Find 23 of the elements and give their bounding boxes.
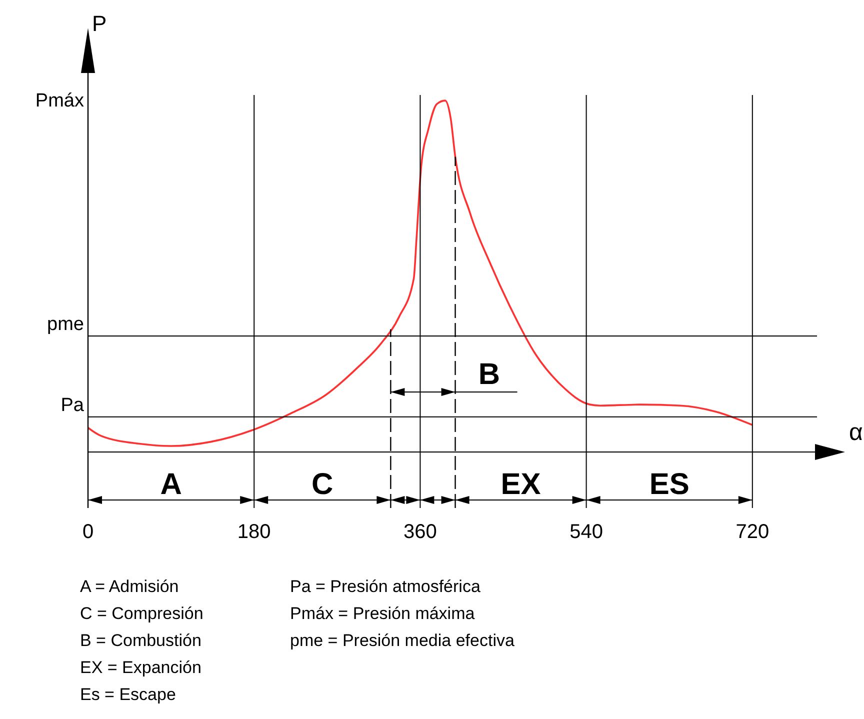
ref-line-label: Pa <box>60 394 84 416</box>
text: Pa = Presión atmosférica <box>290 576 482 598</box>
text: A = Admisión <box>80 576 180 598</box>
text: EX = Expanción <box>80 657 202 679</box>
x-tick-label: 0 <box>82 521 94 544</box>
text: EX <box>500 468 541 501</box>
annotation: B <box>478 358 500 391</box>
y-axis-title: P <box>92 11 107 36</box>
x-tick-label: 360 <box>404 521 437 544</box>
x-tick-label: 720 <box>736 521 770 544</box>
ref-line-label: pme <box>47 314 84 336</box>
text: ES <box>649 468 690 501</box>
x-tick-label: 540 <box>570 521 603 544</box>
text: Es = Escape <box>80 684 177 706</box>
x-axis-title: α <box>849 419 863 446</box>
x-tick-label: 180 <box>237 521 271 544</box>
text: C <box>312 468 334 501</box>
text: Pmáx = Presión máxima <box>290 603 476 625</box>
text: B = Combustión <box>80 630 202 652</box>
text: A <box>160 468 182 501</box>
text: C = Compresión <box>80 603 204 625</box>
text: Pmáx <box>35 90 84 112</box>
text: pme = Presión media efectiva <box>290 630 516 652</box>
